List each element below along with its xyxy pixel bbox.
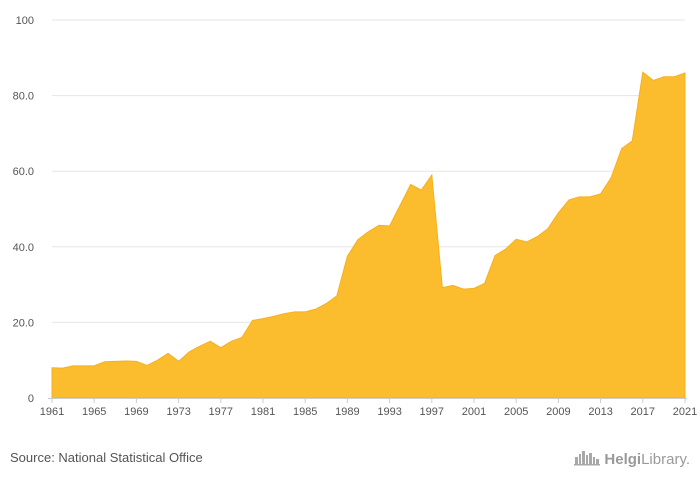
x-tick-label: 1969 [124, 406, 148, 418]
x-axis-labels: 1961 1965 1969 1973 1977 1981 1985 1989 1993 1997… [40, 398, 697, 418]
helgi-library-logo: HelgiLibrary. [574, 448, 690, 470]
logo-text: HelgiLibrary. [604, 450, 690, 468]
y-tick-label: 60.0 [13, 166, 34, 178]
x-tick-label: 1973 [166, 406, 190, 418]
chart-area: 0 20.0 40.0 60.0 80.0 100 1961 1965 1969 1973 197… [13, 15, 698, 418]
area-series [51, 71, 686, 399]
source-note: Source: National Statistical Office [10, 450, 203, 465]
x-tick-label: 1989 [335, 406, 359, 418]
x-tick-label: 2021 [673, 406, 697, 418]
x-tick-label: 1961 [40, 406, 64, 418]
skyline-icon [574, 448, 601, 470]
x-tick-label: 1965 [82, 406, 106, 418]
y-tick-label: 80.0 [13, 91, 34, 103]
y-tick-label: 40.0 [13, 242, 34, 254]
y-axis-labels: 0 20.0 40.0 60.0 80.0 100 [13, 15, 34, 405]
x-tick-label: 2009 [546, 406, 570, 418]
x-tick-label: 1993 [377, 406, 401, 418]
x-tick-label: 2017 [631, 406, 655, 418]
x-tick-label: 2001 [462, 406, 486, 418]
x-tick-label: 2013 [588, 406, 612, 418]
x-tick-label: 1977 [209, 406, 233, 418]
y-tick-label: 0 [28, 393, 34, 405]
y-tick-label: 100 [16, 15, 34, 27]
x-tick-label: 1985 [293, 406, 317, 418]
x-tick-label: 1981 [251, 406, 275, 418]
x-tick-label: 2005 [504, 406, 528, 418]
x-tick-label: 1997 [420, 406, 444, 418]
y-tick-label: 20.0 [13, 317, 34, 329]
